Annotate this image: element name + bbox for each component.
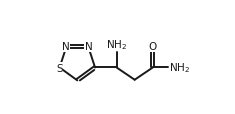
Text: O: O <box>149 42 157 52</box>
Text: NH$_2$: NH$_2$ <box>106 38 127 52</box>
Text: S: S <box>56 63 63 73</box>
Text: N: N <box>85 42 93 52</box>
Text: N: N <box>62 42 70 52</box>
Text: NH$_2$: NH$_2$ <box>169 61 190 75</box>
